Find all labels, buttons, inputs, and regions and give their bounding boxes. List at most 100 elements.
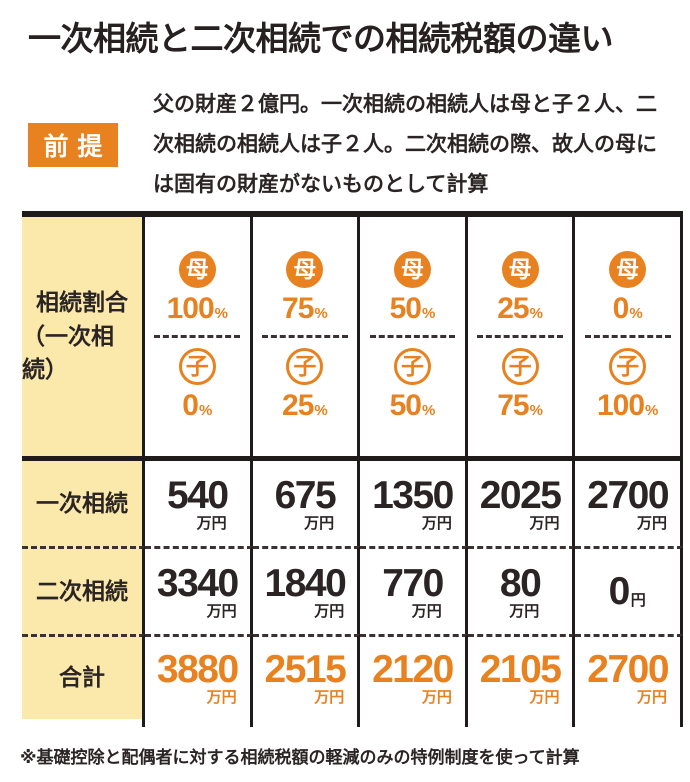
tax-value-cell: 770 万円 — [360, 545, 468, 634]
amount-number: 675 — [274, 473, 337, 517]
tax-amount: 2120 万円 — [372, 650, 454, 707]
ratio-header-line2: （一次相続） — [22, 322, 114, 383]
child-share-value: 25 — [282, 389, 314, 423]
tax-amount: 770 万円 — [382, 564, 444, 620]
percent-sign: % — [645, 402, 659, 420]
tax-value-cell: 80 万円 — [467, 545, 576, 634]
percent-sign: % — [529, 305, 543, 323]
tax-total-cell: 2120 万円 — [360, 633, 468, 719]
child-share-value: 75 — [497, 389, 529, 423]
tax-value-cell: 675 万円 — [252, 460, 361, 546]
amount-number: 1840 — [264, 561, 347, 605]
child-icon: 子 — [393, 348, 431, 386]
mother-icon: 母 — [501, 251, 539, 289]
tax-amount: 675 万円 — [274, 473, 337, 531]
amount-unit: 万円 — [411, 602, 442, 620]
amount-number: 2700 — [587, 648, 669, 692]
mother-icon: 母 — [286, 251, 324, 289]
inheritance-tax-table: 相続割合 （一次相続） 母 100% 子 0% 母 75% 子 25% 母 50… — [22, 210, 683, 727]
amount-number: 2700 — [587, 473, 669, 517]
tax-value-cell: 1840 万円 — [252, 545, 361, 634]
ratio-header-line1: 相続割合 — [36, 289, 128, 316]
child-icon: 子 — [501, 348, 539, 386]
tax-amount: 540 万円 — [167, 476, 229, 532]
ratio-cell-4: 母 25% 子 75% — [467, 216, 576, 461]
dashed-divider — [584, 335, 671, 339]
column-line-stub — [575, 718, 683, 727]
percent-sign: % — [529, 402, 543, 420]
amount-unit: 万円 — [421, 514, 452, 532]
mother-icon: 母 — [178, 251, 216, 289]
amount-unit: 万円 — [637, 514, 668, 532]
child-share: 25% — [282, 391, 328, 421]
child-share: 75% — [497, 391, 543, 421]
tax-amount: 2025 万円 — [479, 473, 562, 532]
footnote: ※基礎控除と配偶者に対する相続税額の軽減のみの特例制度を使って計算 — [20, 747, 580, 767]
mother-share-value: 50 — [389, 292, 422, 326]
amount-number: 0 — [608, 569, 631, 613]
child-icon: 子 — [286, 348, 324, 386]
tax-amount: 80 万円 — [499, 561, 542, 620]
amount-number: 3340 — [156, 561, 239, 605]
child-share: 0% — [182, 391, 212, 421]
mother-share-value: 25 — [497, 292, 529, 326]
column-line-stub — [360, 718, 468, 727]
tax-value-cell: 2025 万円 — [467, 460, 576, 546]
dashed-divider — [154, 335, 241, 339]
percent-sign: % — [629, 305, 643, 323]
amount-unit: 万円 — [421, 689, 452, 707]
tax-total-cell: 2105 万円 — [467, 633, 576, 719]
mother-share-value: 100 — [166, 292, 215, 326]
tax-amount: 2700 万円 — [587, 648, 669, 707]
amount-unit: 万円 — [637, 689, 668, 707]
amount-unit: 万円 — [529, 514, 560, 532]
dashed-divider — [477, 335, 563, 339]
tax-total-cell: 3880 万円 — [145, 633, 253, 719]
page-title: 一次相続と二次相続での相続税額の違い — [28, 20, 614, 57]
tax-amount: 2515 万円 — [264, 648, 347, 707]
dashed-divider — [262, 335, 348, 339]
amount-unit: 万円 — [206, 689, 237, 707]
percent-sign: % — [422, 305, 436, 323]
ratio-cell-2: 母 75% 子 25% — [252, 216, 361, 461]
mother-icon: 母 — [609, 251, 647, 289]
tax-amount: 3340 万円 — [156, 561, 239, 619]
amount-unit: 万円 — [196, 514, 227, 532]
premise-section: 前提 父の財産２億円。一次相続の相続人は母と子２人、二次相続の相続人は子２人。二… — [28, 85, 690, 205]
column-line-stub — [145, 718, 253, 727]
tax-amount: 2700 万円 — [587, 473, 669, 532]
amount-unit: 円 — [630, 591, 646, 609]
percent-sign: % — [198, 402, 213, 420]
mother-share: 0% — [613, 294, 643, 324]
amount-number: 2025 — [479, 473, 562, 517]
amount-unit: 万円 — [314, 689, 345, 707]
amount-number: 1350 — [372, 473, 454, 517]
amount-unit: 万円 — [529, 689, 560, 707]
mother-share: 100% — [167, 294, 228, 324]
tax-total-cell: 2700 万円 — [575, 633, 683, 719]
tax-amount: 2105 万円 — [480, 650, 562, 707]
child-icon: 子 — [178, 348, 216, 386]
tax-value-cell: 2700 万円 — [575, 460, 683, 546]
child-share-value: 0 — [182, 389, 199, 423]
child-share: 100% — [597, 391, 658, 421]
amount-unit: 万円 — [314, 602, 345, 620]
amount-unit: 万円 — [509, 602, 540, 620]
mother-share-value: 75 — [282, 292, 314, 326]
child-share: 50% — [390, 391, 436, 421]
tax-value-cell: 540 万円 — [145, 460, 253, 546]
premise-badge: 前提 — [28, 122, 118, 167]
row-label-first-inheritance: 一次相続 — [22, 460, 145, 546]
percent-sign: % — [314, 305, 328, 323]
amount-number: 2515 — [264, 648, 347, 692]
ratio-cell-3: 母 50% 子 50% — [360, 216, 468, 461]
child-icon: 子 — [609, 348, 647, 386]
tax-amount: 3880 万円 — [157, 650, 239, 707]
amount-number: 80 — [499, 561, 542, 605]
ratio-cell-5: 母 0% 子 100% — [575, 216, 683, 461]
ratio-header-cell: 相続割合 （一次相続） — [22, 216, 145, 461]
percent-sign: % — [214, 305, 228, 323]
mother-share-value: 0 — [612, 292, 630, 326]
